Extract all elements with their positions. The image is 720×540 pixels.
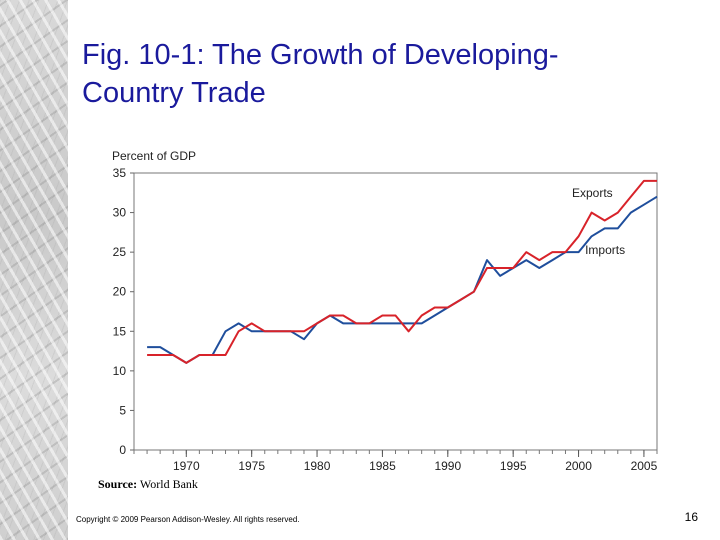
x-tick-label: 1970 bbox=[173, 459, 200, 473]
y-tick-label: 15 bbox=[113, 324, 127, 338]
page-number: 16 bbox=[684, 510, 698, 524]
source-label: Source: bbox=[98, 477, 138, 491]
x-tick-label: 1995 bbox=[500, 459, 527, 473]
series-label-imports: Imports bbox=[585, 243, 625, 257]
x-tick-label: 2000 bbox=[565, 459, 592, 473]
title-line-1: Fig. 10-1: The Growth of Developing- bbox=[82, 39, 559, 71]
plot-frame bbox=[133, 172, 658, 451]
y-tick-label: 10 bbox=[113, 364, 127, 378]
y-tick-label: 25 bbox=[113, 245, 127, 259]
marble-border bbox=[0, 0, 68, 540]
y-tick-label: 5 bbox=[119, 403, 126, 417]
source-text: World Bank bbox=[139, 477, 198, 491]
x-tick-label: 2005 bbox=[631, 459, 658, 473]
slide-title: Fig. 10-1: The Growth of Developing- Cou… bbox=[82, 36, 702, 112]
y-tick-label: 30 bbox=[113, 206, 127, 220]
plot-area: 0 5 10 15 20 25 30 35 1970 1975 1980 1985 1990 1995 20… bbox=[113, 166, 658, 473]
y-tick-label: 35 bbox=[113, 166, 127, 180]
source-note: Source: World Bank bbox=[98, 477, 198, 492]
x-tick-label: 1975 bbox=[238, 459, 265, 473]
series-label-exports: Exports bbox=[572, 186, 613, 200]
x-tick-label: 1990 bbox=[434, 459, 461, 473]
copyright-notice: Copyright © 2009 Pearson Addison-Wesley.… bbox=[76, 515, 300, 524]
series-line-exports bbox=[147, 179, 657, 364]
series-line-imports bbox=[147, 195, 658, 364]
y-tick-label: 0 bbox=[119, 443, 126, 457]
x-tick-label: 1985 bbox=[369, 459, 396, 473]
title-line-2: Country Trade bbox=[82, 77, 266, 109]
y-tick-label: 20 bbox=[113, 285, 127, 299]
y-axis-label: Percent of GDP bbox=[112, 149, 196, 163]
trade-growth-chart: Percent of GDP 0 5 10 15 20 25 30 35 1970 1975 198… bbox=[112, 149, 658, 473]
x-tick-label: 1980 bbox=[304, 459, 331, 473]
